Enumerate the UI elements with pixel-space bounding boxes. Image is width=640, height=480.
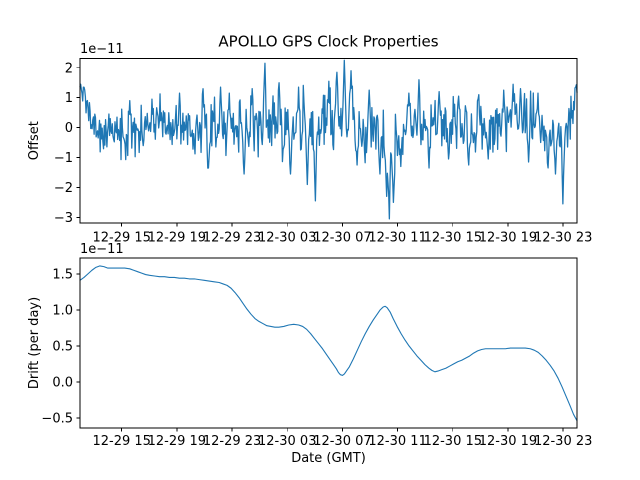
x-tick-label: 12-30 11	[368, 434, 426, 449]
x-tick-label: 12-30 07	[313, 434, 371, 449]
x-tick-label: 12-30 19	[479, 231, 537, 246]
y-tick-label: −1	[54, 151, 73, 166]
drift-subplot: 1e−11 Drift (per day) Date (GMT) 1.5 1.0 0…	[27, 242, 592, 466]
x-tick-label: 12-30 11	[368, 231, 426, 246]
y-tick-label: 0.0	[52, 375, 73, 390]
drift-y-axis-label: Drift (per day)	[27, 297, 42, 389]
y-tick-label: 1.0	[52, 303, 73, 318]
y-tick-label: 2	[65, 61, 73, 76]
y-tick-label: −3	[54, 211, 73, 226]
x-tick-label: 12-30 03	[258, 231, 316, 246]
axes-frame	[79, 58, 578, 224]
y-tick-label: 0	[65, 121, 73, 136]
x-tick-label: 12-30 15	[424, 231, 482, 246]
y-tick-label: 0.5	[52, 339, 73, 354]
x-tick-label: 12-30 07	[313, 231, 371, 246]
y-tick-label: 1	[65, 91, 73, 106]
x-tick-label: 12-29 15	[92, 231, 150, 246]
drift-series-line	[79, 265, 578, 422]
x-tick-label: 12-29 15	[92, 434, 150, 449]
offset-axis-scale-label: 1e−11	[80, 42, 124, 57]
x-tick-label: 12-30 15	[424, 434, 482, 449]
x-tick-label: 12-30 19	[479, 434, 537, 449]
offset-series-line	[79, 59, 578, 220]
x-tick-label: 12-29 23	[203, 231, 261, 246]
y-tick-label: −0.5	[41, 411, 73, 426]
drift-axis-scale-label: 1e−11	[80, 242, 124, 257]
x-tick-label: 12-30 23	[534, 434, 592, 449]
x-axis-label: Date (GMT)	[291, 451, 366, 466]
x-tick-label: 12-30 03	[258, 434, 316, 449]
x-tick-label: 12-29 19	[148, 231, 206, 246]
chart-title: APOLLO GPS Clock Properties	[218, 33, 438, 51]
y-tick-label: 1.5	[52, 267, 73, 282]
offset-subplot: APOLLO GPS Clock Properties 1e−11 Offset…	[27, 33, 592, 246]
x-tick-label: 12-29 23	[203, 434, 261, 449]
y-tick-label: −2	[54, 181, 73, 196]
offset-y-axis-label: Offset	[27, 121, 42, 160]
x-tick-label: 12-29 19	[148, 434, 206, 449]
x-tick-label: 12-30 23	[534, 231, 592, 246]
axes-frame	[79, 257, 578, 429]
